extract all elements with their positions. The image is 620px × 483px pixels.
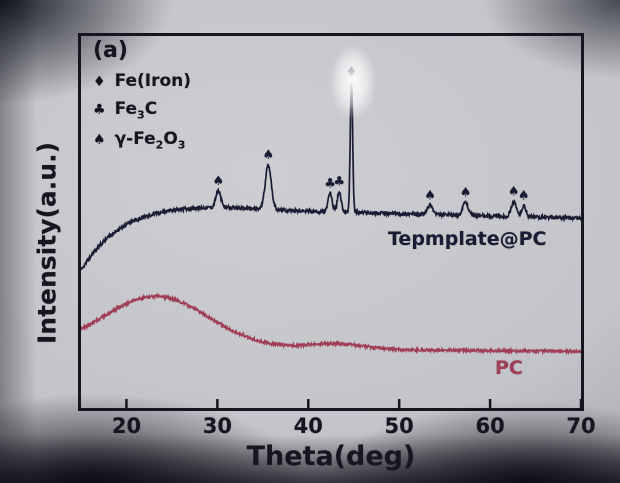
x-tick-label: 30 [202,414,232,438]
peak-marker-icon: ♠ [212,174,224,189]
peak-marker-icon: ♠ [262,148,274,163]
panel-label: (a) [93,38,128,63]
fe3c-marker-icon: ♣ [93,102,106,118]
legend: (a) ♦ Fe(Iron) ♣ Fe3C ♠ γ-Fe2O3 [93,38,191,152]
peak-marker-icon: ♠ [460,185,472,200]
legend-fe2o3-sub: 2 [155,138,164,152]
legend-fe3c-pre: Fe [114,99,138,119]
legend-fe3c-post: C [144,99,158,119]
x-axis-ticks: 20 30 40 50 60 70 [81,414,596,442]
legend-label-fe: Fe(Iron) [114,71,192,91]
x-tick-label: 60 [475,414,505,438]
legend-label-fe3c: Fe3C [115,99,158,121]
legend-label-fe2o3: γ-Fe2O3 [115,129,186,151]
legend-fe3c-sub: 3 [137,108,145,122]
y-axis-label: Intensity(a.u.) [32,141,62,345]
peak-marker-icon: ♠ [424,188,436,203]
x-tick-label: 70 [566,414,596,438]
peak-marker-icon: ♠ [518,189,530,204]
fe2o3-marker-icon: ♠ [93,132,106,149]
series-label-pc: PC [495,357,523,379]
legend-entry-fe: ♦ Fe(Iron) [93,71,191,91]
peak-marker-icon: ♣ [333,175,345,190]
x-axis-label: Theta(deg) [246,441,416,472]
legend-fe2o3-pre: γ-Fe [114,129,156,150]
x-tick-label: 40 [293,414,323,438]
peak-marker-icon: ♣ [324,176,336,191]
curve-PC [81,292,581,356]
series-label-template: Tepmplate@PC [388,228,547,250]
legend-entry-fe3c: ♣ Fe3C [93,99,191,121]
x-tick-label: 50 [384,414,414,438]
curve-Tepmplate@PC [81,82,581,271]
fe-marker-icon: ♦ [93,74,106,90]
x-tick-label: 20 [111,414,142,438]
peak-marker-icon: ♦ [346,65,358,80]
plot-area: ♠ ♠ ♣ ♣ ♦ ♠ ♠ ♠ ♠ (a) ♦ Fe(Iron) ♣ Fe3C ♠ γ-Fe2O… [78,33,584,411]
legend-entry-fe2o3: ♠ γ-Fe2O3 [93,129,191,151]
peak-marker-icon: ♠ [508,185,520,200]
legend-fe2o3-sub2: 3 [177,138,186,152]
legend-fe2o3-mid: O [163,129,178,150]
